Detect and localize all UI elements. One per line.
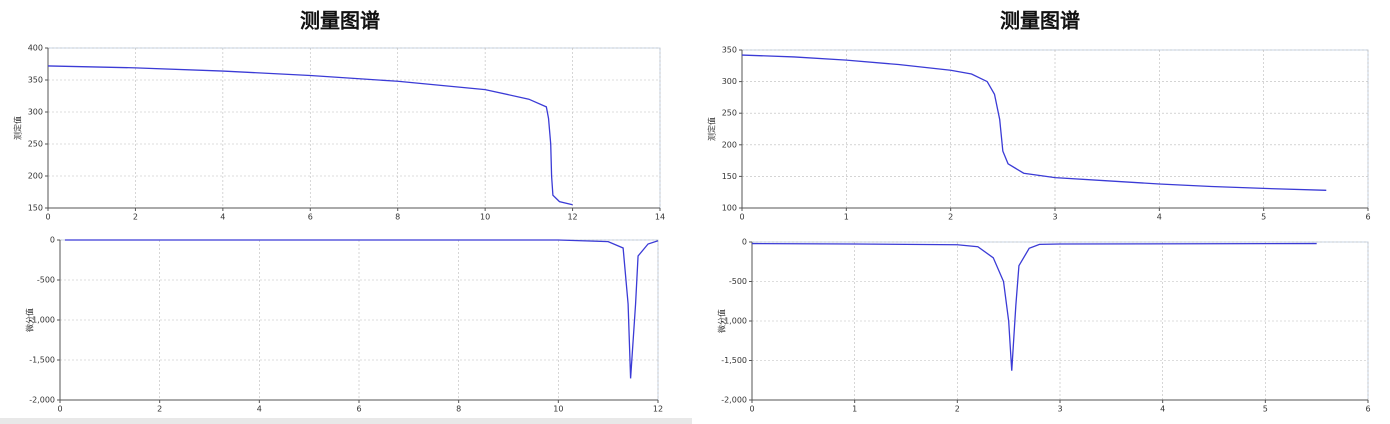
y-tick-label: -2,000 (721, 396, 747, 405)
data-line (47, 65, 573, 206)
x-tick-label: 10 (553, 405, 563, 414)
x-tick-label: 6 (356, 405, 361, 414)
plot-area (47, 47, 661, 209)
x-tick-label: 2 (133, 213, 138, 222)
y-tick-label: -1,500 (721, 356, 747, 365)
footer-strip (0, 418, 692, 424)
x-tick-label: 0 (749, 405, 754, 414)
x-tick-label: 6 (1365, 405, 1370, 414)
x-tick-label: 10 (480, 213, 490, 222)
x-tick-label: 1 (844, 213, 849, 222)
data-line (741, 54, 1327, 191)
x-tick-label: 2 (948, 213, 953, 222)
data-line (64, 239, 659, 379)
plot-area (741, 49, 1369, 209)
x-tick-label: 4 (1157, 213, 1162, 222)
y-axis-label: 微分值 (25, 308, 35, 332)
y-tick-label: -2,000 (29, 396, 55, 405)
y-tick-label: 150 (28, 204, 43, 213)
x-tick-label: 12 (567, 213, 577, 222)
x-tick-label: 5 (1261, 213, 1266, 222)
y-tick-label: -500 (729, 277, 747, 286)
x-tick-label: 8 (456, 405, 461, 414)
y-axis-label: 测定值 (707, 117, 717, 141)
y-tick-label: 200 (28, 172, 43, 181)
y-tick-label: -1,000 (721, 317, 747, 326)
y-tick-label: 300 (28, 108, 43, 117)
y-tick-label: 300 (722, 77, 737, 86)
x-tick-label: 4 (257, 405, 262, 414)
x-tick-label: 0 (57, 405, 62, 414)
y-tick-label: 250 (28, 140, 43, 149)
x-tick-label: 4 (1160, 405, 1165, 414)
chart-title: 测量图谱 (1000, 9, 1080, 33)
x-tick-label: 5 (1263, 405, 1268, 414)
x-tick-label: 0 (45, 213, 50, 222)
y-tick-label: -500 (37, 276, 55, 285)
y-tick-label: 100 (722, 204, 737, 213)
y-tick-label: 150 (722, 172, 737, 181)
x-tick-label: 2 (157, 405, 162, 414)
x-tick-label: 6 (1365, 213, 1370, 222)
x-tick-label: 3 (1057, 405, 1062, 414)
y-tick-label: 350 (28, 76, 43, 85)
y-tick-label: 200 (722, 140, 737, 149)
y-tick-label: 400 (28, 44, 43, 53)
chart-title: 测量图谱 (300, 9, 380, 33)
y-tick-label: 350 (722, 46, 737, 55)
x-tick-label: 2 (955, 405, 960, 414)
y-tick-label: 0 (50, 236, 55, 245)
x-tick-label: 4 (220, 213, 225, 222)
y-tick-label: -1,000 (29, 316, 55, 325)
x-tick-label: 12 (653, 405, 663, 414)
x-tick-label: 6 (308, 213, 313, 222)
y-tick-label: 0 (742, 238, 747, 247)
y-axis-label: 测定值 (13, 116, 23, 140)
y-tick-label: -1,500 (29, 356, 55, 365)
y-tick-label: 250 (722, 109, 737, 118)
x-tick-label: 1 (852, 405, 857, 414)
x-tick-label: 0 (739, 213, 744, 222)
data-line (751, 242, 1317, 371)
x-tick-label: 14 (655, 213, 665, 222)
y-axis-label: 微分值 (717, 309, 727, 333)
x-tick-label: 8 (395, 213, 400, 222)
x-tick-label: 3 (1052, 213, 1057, 222)
